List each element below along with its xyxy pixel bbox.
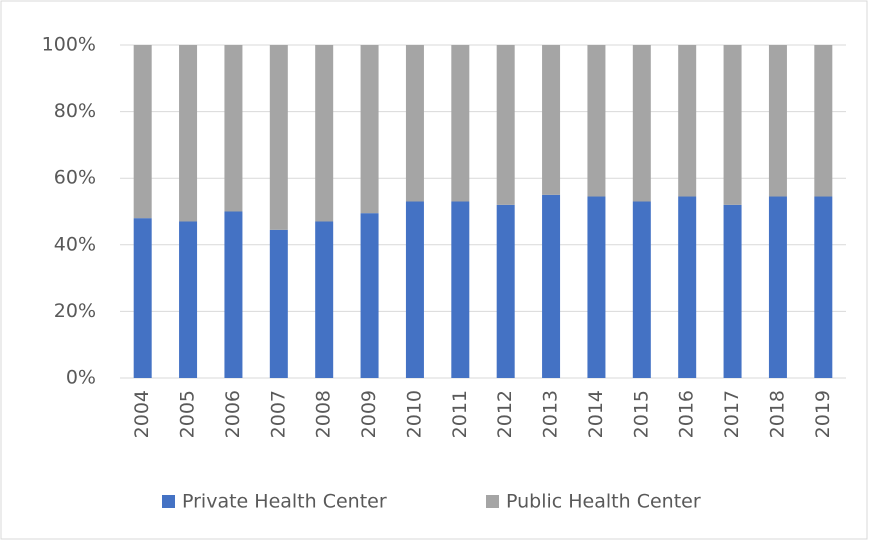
bar-segment — [133, 45, 152, 219]
bar-segment — [224, 211, 243, 378]
bar-segment — [542, 45, 561, 195]
bar-segment — [405, 201, 424, 378]
bar-segment — [632, 45, 651, 202]
x-tick-label: 2018 — [766, 390, 788, 438]
x-tick-label: 2015 — [630, 390, 652, 438]
bar-segment — [133, 218, 152, 378]
x-tick-label: 2010 — [403, 390, 425, 438]
y-tick-label: 60% — [54, 167, 96, 189]
y-tick-label: 80% — [54, 100, 96, 122]
x-tick-label: 2012 — [494, 390, 516, 438]
bar-segment — [496, 45, 515, 205]
bar-segment — [768, 45, 787, 197]
bar-segment — [632, 201, 651, 378]
bar-segment — [269, 45, 288, 230]
x-tick-label: 2007 — [267, 390, 289, 438]
x-tick-label: 2014 — [585, 390, 607, 438]
legend-label: Public Health Center — [506, 491, 701, 513]
bar-segment — [678, 196, 697, 378]
x-tick-label: 2006 — [222, 390, 244, 438]
x-tick-label: 2009 — [358, 390, 380, 438]
x-tick-label: 2005 — [177, 390, 199, 438]
bar-segment — [723, 204, 742, 378]
bar-segment — [360, 213, 379, 378]
bar-segment — [678, 45, 697, 197]
bar-segment — [451, 201, 470, 378]
bar-segment — [405, 45, 424, 202]
x-tick-label: 2008 — [313, 390, 335, 438]
bar-segment — [315, 45, 334, 222]
bar-segment — [814, 196, 833, 378]
bar-segment — [723, 45, 742, 205]
bar-segment — [269, 229, 288, 378]
y-tick-label: 20% — [54, 300, 96, 322]
bar-segment — [587, 196, 606, 378]
bar-segment — [768, 196, 787, 378]
bar-segment — [814, 45, 833, 197]
legend-label: Private Health Center — [182, 491, 387, 513]
legend-swatch — [486, 495, 499, 508]
x-tick-label: 2011 — [449, 390, 471, 438]
bar-segment — [542, 194, 561, 378]
x-tick-label: 2004 — [131, 390, 153, 438]
x-tick-label: 2017 — [721, 390, 743, 438]
y-tick-label: 0% — [66, 367, 96, 389]
bar-segment — [360, 45, 379, 214]
y-tick-label: 100% — [42, 34, 96, 56]
bar-segment — [451, 45, 470, 202]
x-tick-label: 2019 — [812, 390, 834, 438]
x-tick-label: 2016 — [676, 390, 698, 438]
bar-segment — [179, 45, 198, 222]
bar-segment — [179, 221, 198, 378]
bar-segment — [224, 45, 243, 212]
bar-segment — [315, 221, 334, 378]
y-tick-label: 40% — [54, 233, 96, 255]
x-tick-label: 2013 — [540, 390, 562, 438]
bar-segment — [496, 204, 515, 378]
bar-segment — [587, 45, 606, 197]
legend-swatch — [162, 495, 175, 508]
